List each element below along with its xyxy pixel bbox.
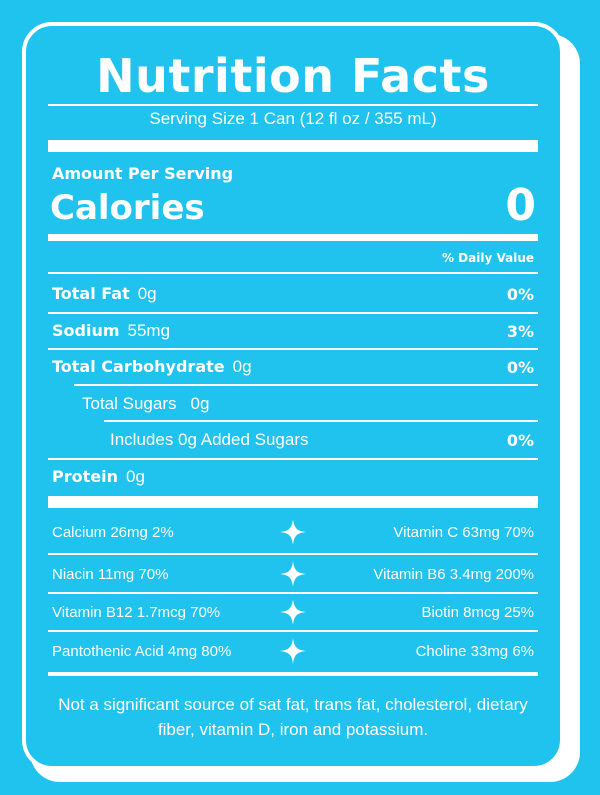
nutrient-row-total-carbohydrate: Total Carbohydrate 0g 0% [52,349,534,385]
sparkle-icon [280,638,306,664]
sparkle-icon [280,561,306,587]
medium-divider [48,234,538,241]
divider [74,384,538,386]
nutrient-label: Total Fat [52,284,130,303]
nutrient-pct: 3% [506,321,534,341]
nutrient-label: Sodium [52,321,120,340]
nutrient-pct: 0% [506,430,534,450]
divider [48,553,538,555]
nutrient-label: Protein [52,467,118,486]
divider [48,348,538,350]
vitamin-left: Niacin 11mg 70% [52,565,169,583]
nutrient-row-total-fat: Total Fat 0g 0% [52,276,534,312]
vitamin-row: Calcium 26mg 2% Vitamin C 63mg 70% [52,514,534,550]
divider [104,420,538,422]
vitamin-left: Pantothenic Acid 4mg 80% [52,642,232,660]
nutrition-label: Nutrition Facts Serving Size 1 Can (12 f… [22,22,564,770]
nutrient-row-total-sugars: Total Sugars 0g [82,386,534,422]
nutrient-amount: 55mg [127,321,171,340]
divider [48,592,538,594]
label-title: Nutrition Facts [96,49,490,103]
thick-divider [48,496,538,508]
nutrient-amount: 0g [125,467,145,486]
nutrient-label: Total Sugars [82,394,177,413]
vitamin-right: Choline 33mg 6% [415,642,534,660]
nutrient-label: Includes 0g Added Sugars [110,430,309,449]
vitamin-row: Vitamin B12 1.7mcg 70% Biotin 8mcg 25% [52,594,534,630]
nutrient-pct: 0% [506,284,534,304]
divider [48,458,538,460]
nutrient-amount: 0g [190,394,210,413]
calories-value: 0 [505,180,536,231]
divider [48,272,538,274]
vitamin-left: Calcium 26mg 2% [52,523,174,541]
calories-label: Calories [50,188,205,228]
thick-divider [48,140,538,152]
nutrient-row-added-sugars: Includes 0g Added Sugars 0% [110,422,534,458]
daily-value-header: % Daily Value [441,251,534,265]
footer-note: Not a significant source of sat fat, tra… [58,695,528,739]
amount-per-serving: Amount Per Serving [52,164,234,183]
vitamin-right: Vitamin C 63mg 70% [393,523,534,541]
vitamin-row: Niacin 11mg 70% Vitamin B6 3.4mg 200% [52,556,534,592]
divider [48,630,538,632]
divider [48,312,538,314]
nutrient-row-protein: Protein 0g [52,459,534,495]
nutrient-row-sodium: Sodium 55mg 3% [52,313,534,349]
vitamin-right: Vitamin B6 3.4mg 200% [373,565,534,583]
sparkle-icon [280,519,306,545]
sparkle-icon [280,599,306,625]
nutrient-amount: 0g [232,357,252,376]
vitamin-row: Pantothenic Acid 4mg 80% Choline 33mg 6% [52,633,534,669]
vitamin-right: Biotin 8mcg 25% [421,603,534,621]
nutrient-pct: 0% [506,357,534,377]
serving-size: Serving Size 1 Can (12 fl oz / 355 mL) [149,109,437,128]
nutrient-label: Total Carbohydrate [52,357,225,376]
divider [48,104,538,106]
divider [48,672,538,676]
vitamin-left: Vitamin B12 1.7mcg 70% [52,603,221,621]
nutrient-amount: 0g [137,284,157,303]
